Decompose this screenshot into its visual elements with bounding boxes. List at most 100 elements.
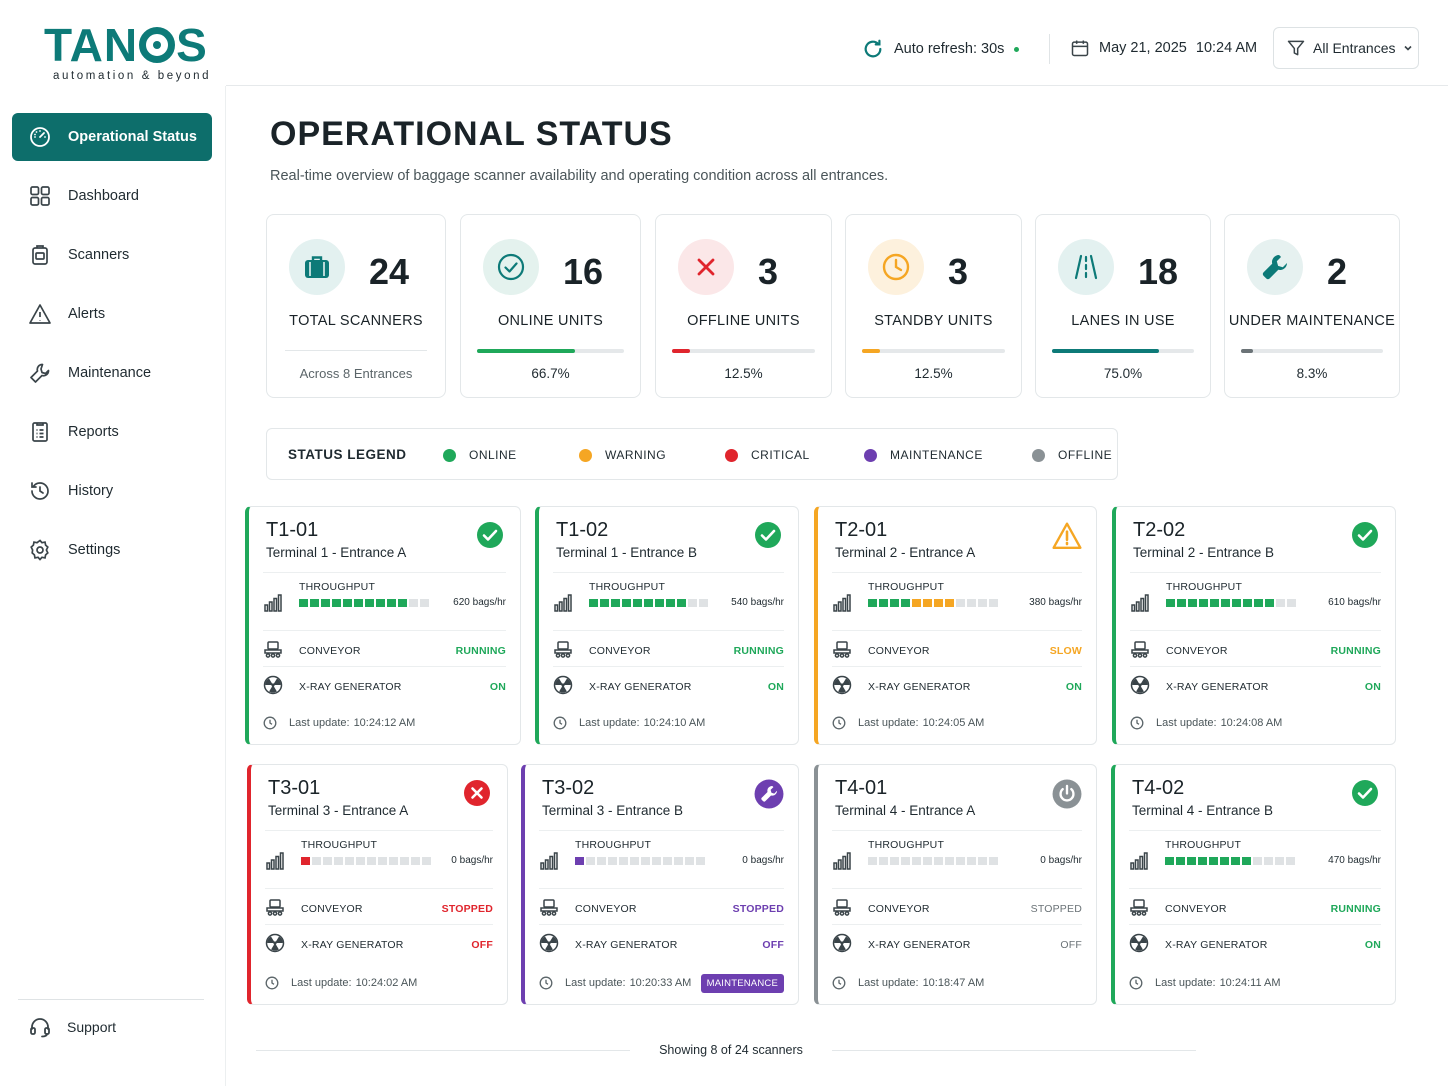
brand-name-start: TAN — [44, 19, 139, 71]
throughput-segment — [1276, 599, 1285, 607]
throughput-segment — [1254, 599, 1263, 607]
throughput-segment — [923, 857, 932, 865]
gauge-icon — [30, 127, 50, 147]
scanner-location: Terminal 2 - Entrance A — [835, 545, 976, 560]
conveyor-status: RUNNING — [733, 645, 784, 657]
support-link[interactable]: Support — [28, 1015, 116, 1039]
scanner-card-t3-01[interactable]: T3-01 Terminal 3 - Entrance A THROUGHPUT… — [247, 764, 508, 1005]
throughput-segment — [365, 599, 374, 607]
throughput-segment — [630, 857, 639, 865]
support-label: Support — [67, 1019, 117, 1035]
scanner-id: T1-01 — [266, 519, 319, 541]
signal-bars-icon — [264, 594, 282, 612]
legend-item-critical: CRITICAL — [725, 448, 810, 462]
throughput-segment — [354, 599, 363, 607]
conveyor-status: SLOW — [1049, 645, 1082, 657]
conveyor-label: CONVEYOR — [575, 903, 637, 915]
conveyor-label: CONVEYOR — [1165, 903, 1227, 915]
conveyor-icon — [266, 899, 284, 916]
auto-refresh-control[interactable]: Auto refresh: 30s — [862, 38, 1020, 60]
brand-name-end: S — [176, 19, 208, 71]
throughput-segment — [945, 857, 954, 865]
throughput-segment — [912, 857, 921, 865]
throughput-segment — [663, 857, 672, 865]
conveyor-row: CONVEYOR SLOW — [832, 630, 1082, 666]
sidebar-item-settings[interactable]: Settings — [12, 526, 212, 574]
summary-percentage: 66.7% — [531, 366, 570, 381]
throughput-segment — [978, 857, 987, 865]
scanner-card-t2-01[interactable]: T2-01 Terminal 2 - Entrance A THROUGHPUT… — [814, 506, 1097, 745]
throughput-segment — [378, 857, 387, 865]
throughput-value: 0 bags/hr — [742, 855, 784, 866]
throughput-bar — [1166, 599, 1298, 607]
scanner-card-t4-02[interactable]: T4-02 Terminal 4 - Entrance B THROUGHPUT… — [1111, 764, 1396, 1005]
clock-icon — [265, 976, 279, 990]
summary-label: ONLINE UNITS — [497, 313, 604, 329]
scanner-card-t1-01[interactable]: T1-01 Terminal 1 - Entrance A THROUGHPUT… — [245, 506, 521, 745]
summary-percentage: 12.5% — [724, 366, 763, 381]
conveyor-icon — [833, 641, 851, 658]
sidebar-item-label: Settings — [68, 542, 121, 558]
sidebar-item-reports[interactable]: Reports — [12, 408, 212, 456]
road-icon — [1074, 254, 1098, 280]
throughput-segment — [967, 857, 976, 865]
throughput-segment — [310, 599, 319, 607]
clock-icon — [1129, 976, 1143, 990]
scanner-card-t1-02[interactable]: T1-02 Terminal 1 - Entrance B THROUGHPUT… — [535, 506, 799, 745]
sidebar-item-maintenance[interactable]: Maintenance — [12, 349, 212, 397]
clock-icon — [832, 976, 846, 990]
entrance-filter-dropdown[interactable]: All Entrances — [1273, 27, 1419, 69]
scanner-id: T3-02 — [542, 777, 595, 799]
sidebar-item-scanners[interactable]: Scanners — [12, 231, 212, 279]
throughput-segment — [398, 599, 407, 607]
last-update-row: Last update: 10:20:33 AM MAINTENANCE — [539, 972, 784, 994]
radiation-icon — [539, 933, 559, 953]
conveyor-row: CONVEYOR RUNNING — [1130, 630, 1381, 666]
last-update-prefix: Last update: — [858, 717, 919, 729]
filter-icon — [1287, 40, 1305, 56]
scanner-card-t4-01[interactable]: T4-01 Terminal 4 - Entrance A THROUGHPUT… — [814, 764, 1097, 1005]
throughput-label: THROUGHPUT — [299, 581, 376, 593]
scanner-id: T1-02 — [556, 519, 609, 541]
throughput-label: THROUGHPUT — [1166, 581, 1243, 593]
sidebar-item-dashboard[interactable]: Dashboard — [12, 172, 212, 220]
scanner-card-t3-02[interactable]: T3-02 Terminal 3 - Entrance B THROUGHPUT… — [521, 764, 799, 1005]
last-update-time: 10:24:02 AM — [355, 977, 418, 989]
legend-dot — [725, 448, 738, 462]
throughput-segment — [879, 599, 888, 607]
legend-item-online: ONLINE — [443, 448, 517, 462]
throughput-value: 620 bags/hr — [453, 597, 506, 608]
scanner-location: Terminal 3 - Entrance B — [542, 803, 684, 818]
xray-row: X-RAY GENERATOR ON — [832, 666, 1082, 702]
throughput-segment — [901, 857, 910, 865]
throughput-label: THROUGHPUT — [868, 839, 945, 851]
calendar-icon — [1071, 40, 1089, 57]
scanner-id: T4-01 — [835, 777, 888, 799]
throughput-segment — [890, 599, 899, 607]
throughput-segment — [356, 857, 365, 865]
throughput-segment — [1210, 599, 1219, 607]
legend-dot — [579, 448, 592, 462]
throughput-segment — [688, 599, 697, 607]
summary-progress-fill — [1241, 349, 1253, 353]
main-area-border — [225, 86, 226, 1086]
sidebar-item-alerts[interactable]: Alerts — [12, 290, 212, 338]
throughput-segment — [619, 857, 628, 865]
throughput-label: THROUGHPUT — [868, 581, 945, 593]
throughput-bar — [868, 599, 1000, 607]
summary-label: OFFLINE UNITS — [687, 313, 800, 329]
throughput-segment — [387, 599, 396, 607]
xray-status: ON — [1065, 681, 1082, 693]
current-datetime: May 21, 2025 10:24 AM — [1070, 38, 1257, 58]
throughput-segment — [589, 599, 598, 607]
throughput-segment — [1221, 599, 1230, 607]
sidebar-item-operational-status[interactable]: Operational Status — [12, 113, 212, 161]
clock-icon — [553, 716, 567, 730]
throughput-segment — [890, 857, 899, 865]
signal-bars-icon — [266, 852, 284, 870]
throughput-row: THROUGHPUT 610 bags/hr — [1130, 572, 1381, 630]
scanner-card-t2-02[interactable]: T2-02 Terminal 2 - Entrance B THROUGHPUT… — [1112, 506, 1396, 745]
sidebar-item-history[interactable]: History — [12, 467, 212, 515]
xray-label: X-RAY GENERATOR — [868, 939, 971, 951]
throughput-value: 610 bags/hr — [1328, 597, 1381, 608]
